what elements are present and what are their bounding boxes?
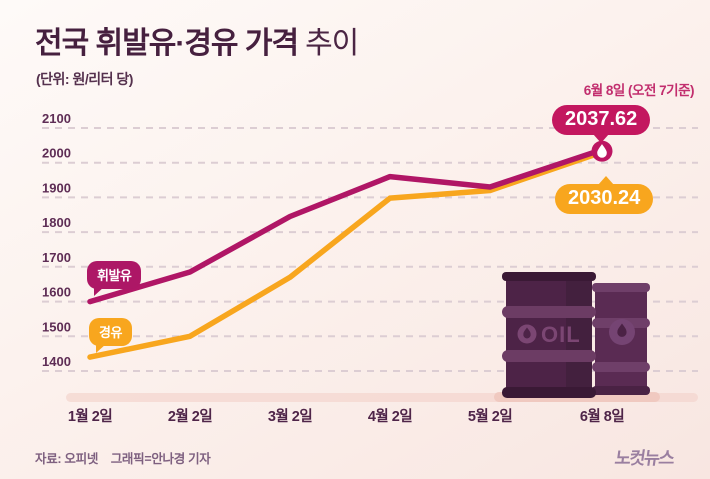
page-title: 전국 휘발유·경유 가격 추이 xyxy=(35,26,359,62)
legend-diesel-bubble: 경유 xyxy=(89,318,132,353)
y-tick-label: 1800 xyxy=(42,215,71,230)
source-credit: 자료: 오피넷 그래픽=안나경 기자 xyxy=(35,452,211,466)
x-tick-label: 1월 2일 xyxy=(68,408,112,425)
oil-barrel-front: OIL xyxy=(502,272,596,398)
gasoline-line xyxy=(87,146,605,305)
page-title-main: 전국 휘발유·경유 가격 xyxy=(35,27,299,60)
x-tick-label: 6월 8일 xyxy=(580,408,624,425)
y-tick-label: 2000 xyxy=(42,146,71,161)
y-tick-label: 1600 xyxy=(42,285,71,300)
y-tick-label: 1400 xyxy=(42,354,71,369)
oil-drop-marker-glyph xyxy=(597,144,607,158)
oil-barrel-text: OIL xyxy=(541,322,581,347)
as-of-date-label: 6월 8일 (오전 7기준) xyxy=(583,83,695,98)
oil-barrels-illustration: OIL xyxy=(494,272,660,402)
oil-label-group: OIL xyxy=(517,322,581,347)
gasoline-value-badge: 2037.62 xyxy=(552,105,651,143)
diesel-line xyxy=(87,149,605,360)
diesel-value-badge: 2030.24 xyxy=(555,176,654,214)
y-tick-label: 1700 xyxy=(42,250,71,265)
series-layer xyxy=(87,140,613,360)
unit-subtitle: (단위: 원/리터 당) xyxy=(36,71,133,87)
y-tick-label: 1500 xyxy=(42,319,71,334)
x-tick-label: 3월 2일 xyxy=(268,408,312,425)
y-tick-label: 2100 xyxy=(42,111,71,126)
page-title-suffix: 추이 xyxy=(305,27,359,60)
y-tick-label: 1900 xyxy=(42,180,71,195)
legend-gasoline-bubble: 휘발유 xyxy=(87,261,142,296)
news-logo: 노컷뉴스 xyxy=(613,448,675,468)
x-tick-label: 4월 2일 xyxy=(368,408,412,425)
oil-barrel-back xyxy=(592,283,650,395)
x-tick-label: 2월 2일 xyxy=(168,408,212,425)
x-tick-label: 5월 2일 xyxy=(468,408,512,425)
